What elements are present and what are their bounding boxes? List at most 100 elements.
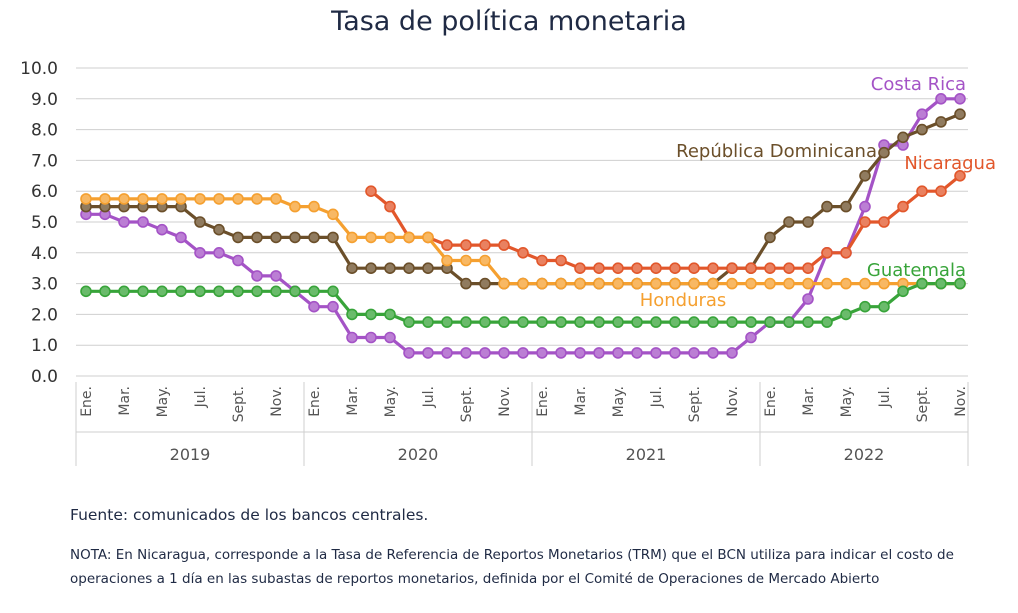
data-point <box>460 254 472 267</box>
data-point <box>232 193 244 205</box>
series-label: República Dominicana <box>676 141 877 162</box>
data-point <box>308 285 320 298</box>
data-point <box>479 277 491 290</box>
x-month-label: Mar. <box>573 386 589 416</box>
data-point <box>251 231 263 244</box>
data-point <box>916 185 928 197</box>
x-month-label: Jul. <box>421 386 437 408</box>
data-point <box>859 200 871 213</box>
data-point <box>555 316 567 328</box>
data-point <box>726 347 738 359</box>
data-point <box>897 200 909 213</box>
data-point <box>574 277 586 290</box>
data-point <box>251 193 263 205</box>
data-point <box>251 270 263 282</box>
data-point <box>878 216 890 228</box>
data-point <box>479 239 491 251</box>
data-point <box>365 231 377 244</box>
x-month-label: Mar. <box>801 386 817 416</box>
data-point <box>213 285 225 298</box>
data-point <box>897 285 909 298</box>
data-point <box>403 316 415 328</box>
x-month-label: Mar. <box>345 386 361 416</box>
data-point <box>897 131 909 144</box>
data-point <box>137 216 149 228</box>
data-point <box>270 193 282 205</box>
x-month-label: Ene. <box>763 386 779 417</box>
data-point <box>707 347 719 359</box>
data-point <box>802 262 814 275</box>
data-point <box>954 93 966 105</box>
data-point <box>118 193 130 205</box>
data-point <box>403 231 415 244</box>
x-month-label: Sept. <box>687 386 703 422</box>
data-point <box>175 193 187 205</box>
data-point <box>954 277 966 290</box>
data-point <box>878 300 890 313</box>
data-point <box>612 277 624 290</box>
data-point <box>859 216 871 228</box>
x-month-label: Jul. <box>193 386 209 408</box>
data-point <box>669 277 681 290</box>
data-point <box>137 285 149 298</box>
data-point <box>346 331 358 344</box>
data-point <box>574 262 586 275</box>
year-label: 2022 <box>844 445 885 464</box>
data-point <box>650 347 662 359</box>
data-point <box>365 308 377 321</box>
data-point <box>916 108 928 120</box>
data-point <box>137 193 149 205</box>
data-point <box>574 347 586 359</box>
y-tick-label: 0.0 <box>31 367 58 387</box>
data-point <box>289 200 301 213</box>
data-point <box>403 347 415 359</box>
data-point <box>327 300 339 313</box>
footnote: NOTA: En Nicaragua, corresponde a la Tas… <box>70 547 954 587</box>
data-point <box>498 277 510 290</box>
data-point <box>232 285 244 298</box>
x-month-label: Ene. <box>307 386 323 417</box>
data-point <box>460 277 472 290</box>
data-point <box>422 262 434 275</box>
data-point <box>384 308 396 321</box>
data-point <box>99 285 111 298</box>
data-point <box>688 347 700 359</box>
data-point <box>764 277 776 290</box>
data-point <box>726 277 738 290</box>
data-point <box>612 347 624 359</box>
data-point <box>118 285 130 298</box>
data-point <box>232 254 244 267</box>
data-point <box>99 193 111 205</box>
data-point <box>270 270 282 282</box>
y-tick-label: 1.0 <box>31 336 58 356</box>
data-point <box>631 277 643 290</box>
data-point <box>479 316 491 328</box>
data-point <box>384 231 396 244</box>
data-point <box>441 347 453 359</box>
data-point <box>859 170 871 182</box>
data-point <box>726 316 738 328</box>
data-point <box>916 277 928 290</box>
data-point <box>669 347 681 359</box>
y-tick-label: 2.0 <box>31 305 58 325</box>
data-point <box>517 347 529 359</box>
data-point <box>707 277 719 290</box>
data-point <box>118 216 130 228</box>
data-point <box>346 262 358 275</box>
chart-title: Tasa de política monetaria <box>331 6 687 37</box>
data-point <box>346 308 358 321</box>
data-point <box>403 262 415 275</box>
data-point <box>498 347 510 359</box>
data-point <box>175 285 187 298</box>
data-point <box>498 239 510 251</box>
x-month-label: Nov. <box>725 386 741 417</box>
x-month-label: May. <box>155 386 171 417</box>
series-label: Honduras <box>640 290 727 311</box>
data-point <box>612 262 624 275</box>
data-point <box>802 216 814 228</box>
data-point <box>479 347 491 359</box>
data-point <box>783 262 795 275</box>
data-point <box>251 285 263 298</box>
data-point <box>194 193 206 205</box>
y-tick-label: 8.0 <box>31 121 58 141</box>
